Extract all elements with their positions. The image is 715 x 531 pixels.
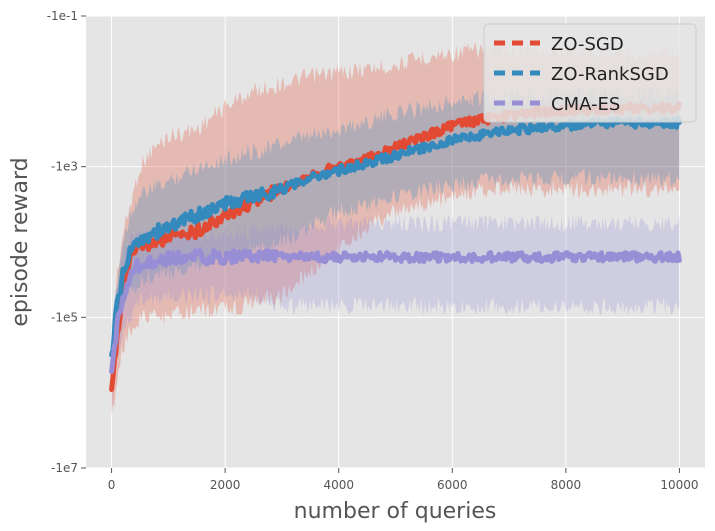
- x-tick-label: 4000: [323, 478, 354, 492]
- uncertainty-bands: [111, 41, 680, 416]
- legend-items: ZO-SGD ZO-RankSGD CMA-ES: [494, 34, 669, 115]
- x-axis-ticks: 0 2000 4000 6000 8000 10000: [108, 468, 699, 492]
- x-tick-label: 8000: [551, 478, 582, 492]
- legend: ZO-SGD ZO-RankSGD CMA-ES: [483, 23, 697, 123]
- x-tick-label: 6000: [437, 478, 468, 492]
- y-axis-ticks: -1e7 -1e5 -1e3 -1e-1: [47, 9, 86, 475]
- legend-box: [483, 23, 697, 123]
- x-tick-label: 10000: [660, 478, 698, 492]
- grid-lines: [86, 15, 705, 469]
- y-axis-title: episode reward: [8, 157, 33, 326]
- y-tick-label: -1e5: [51, 310, 78, 324]
- y-tick-label: -1e7: [51, 461, 78, 475]
- y-tick-label: -1e-1: [47, 9, 78, 23]
- legend-label-cma-es: CMA-ES: [551, 94, 620, 115]
- legend-label-zo-ranksgd: ZO-RankSGD: [551, 64, 669, 85]
- zo-sgd-band: [111, 41, 680, 416]
- zo-ranksgd-band: [111, 86, 680, 383]
- x-tick-label: 2000: [210, 478, 241, 492]
- cma-es-band: [111, 214, 680, 416]
- legend-label-zo-sgd: ZO-SGD: [551, 34, 624, 55]
- zo-ranksgd-line: [109, 116, 682, 358]
- cma-es-line: [109, 247, 682, 375]
- x-axis-title: number of queries: [294, 499, 497, 524]
- x-tick-label: 0: [108, 478, 116, 492]
- y-tick-label: -1e3: [51, 160, 78, 174]
